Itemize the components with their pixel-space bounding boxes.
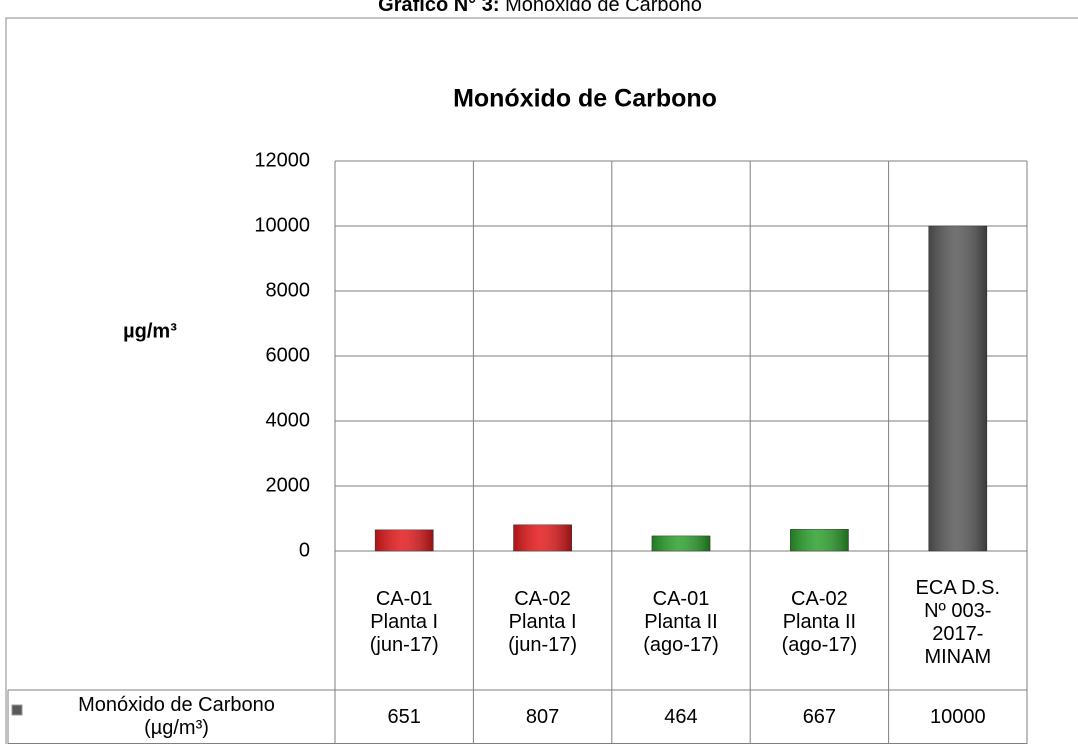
table-value: 651 <box>387 705 421 728</box>
x-tick-label: CA-01 Planta I (jun-17) <box>369 588 439 656</box>
x-tick-label: ECA D.S. Nº 003- 2017- MINAM <box>915 576 1001 668</box>
y-axis-label: µg/m³ <box>123 320 177 342</box>
y-tick-label: 6000 <box>266 344 311 366</box>
x-tick-label: CA-01 Planta II (ago-17) <box>643 588 719 656</box>
bar-shade <box>790 529 849 551</box>
y-tick-label: 0 <box>299 539 310 561</box>
bar-shade <box>651 535 711 551</box>
x-tick-label: CA-02 Planta I (jun-17) <box>508 588 578 656</box>
caption-label: Gráfico N° 3: <box>378 0 499 16</box>
table-value: 807 <box>525 705 560 728</box>
y-tick-label: 4000 <box>266 409 311 431</box>
table-value: 464 <box>664 705 698 728</box>
y-tick-label: 12000 <box>254 149 310 171</box>
chart-title: Monóxido de Carbono <box>453 85 717 113</box>
legend-key <box>11 704 23 716</box>
bar-shade <box>375 529 434 551</box>
table-value: 10000 <box>929 705 986 728</box>
y-tick-label: 10000 <box>254 214 310 236</box>
chart-frame <box>5 17 1078 744</box>
bar-shade <box>928 226 987 551</box>
caption: Gráfico N° 3: Monóxido de Carbono <box>378 0 702 16</box>
legend-entry: Monóxido de Carbono (µg/m³) <box>78 694 275 739</box>
bar-shade <box>513 524 572 551</box>
y-tick-label: 2000 <box>266 474 311 496</box>
y-tick-label: 8000 <box>266 279 311 301</box>
caption-text: Monóxido de Carbono <box>505 0 702 16</box>
x-tick-label: CA-02 Planta II (ago-17) <box>781 588 858 656</box>
table-value: 667 <box>802 705 837 728</box>
